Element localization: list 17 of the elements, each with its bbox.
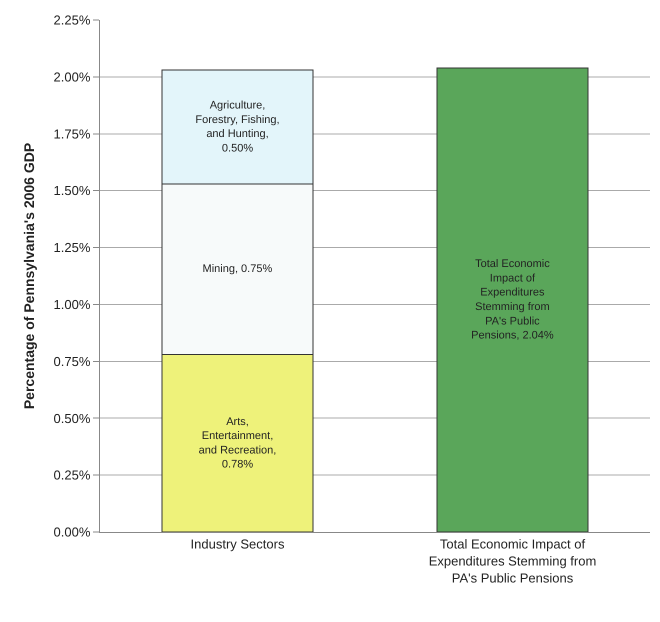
data-label: Arts, Entertainment, and Recreation, 0.78% <box>198 416 276 471</box>
data-label: Mining, 0.75% <box>202 263 272 276</box>
y-tick-label: 0.50% <box>54 410 91 426</box>
y-axis-title: Percentage of Pennsylvania's 2006 GDP <box>21 142 38 410</box>
y-tick-label: 0.25% <box>54 468 91 483</box>
y-tick-label: 1.25% <box>54 240 91 256</box>
y-tick-label: 0.00% <box>54 524 91 540</box>
y-tick-label: 2.25% <box>54 12 91 28</box>
data-label: Agriculture, Forestry, Fishing, and Hunting, 0.50% <box>195 100 280 154</box>
y-tick-label: 1.50% <box>54 183 91 198</box>
data-label: Total Economic Impact of Expenditures Stemming from PA's Public Pensions, 2.04% <box>471 258 554 342</box>
x-tick-label: Industry Sectors <box>190 536 285 552</box>
x-tick-label: Total Economic Impact of Expenditures Stemming from PA's Public Pensions <box>428 536 596 586</box>
y-tick-label: 2.00% <box>54 69 91 84</box>
y-tick-label: 1.75% <box>54 126 91 142</box>
y-tick-label: 0.75% <box>54 354 91 369</box>
y-tick-label: 1.00% <box>54 296 91 312</box>
